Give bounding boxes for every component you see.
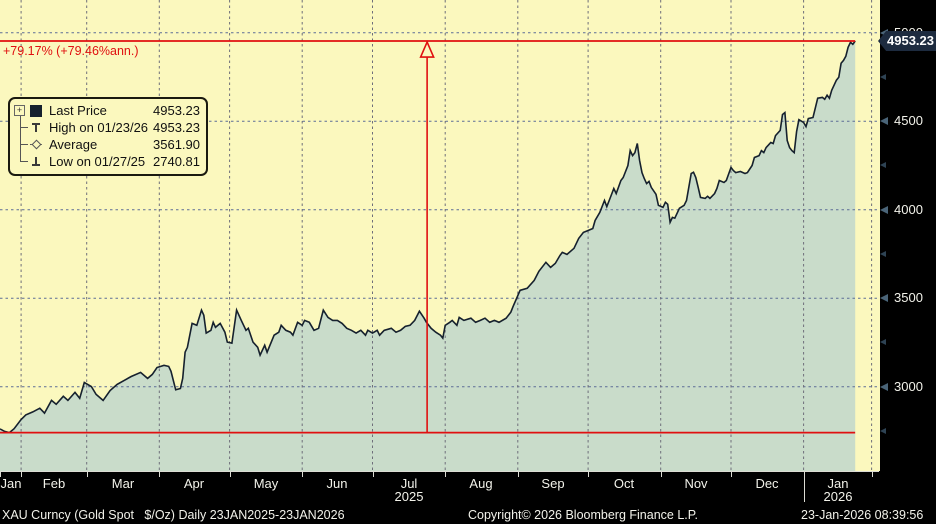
y-axis-minor-tick: [880, 428, 886, 434]
y-axis-tick: [880, 206, 888, 214]
legend-value: 3561.90: [153, 137, 200, 152]
legend-value: 2740.81: [153, 154, 200, 169]
year-separator: [804, 472, 805, 502]
x-axis-panel: Jan Feb Mar Apr May Jun Jul Aug Sep Oct Nov Dec Jan 2…: [0, 471, 936, 505]
legend-label: Last Price: [49, 103, 107, 118]
month-label: Dec: [755, 476, 779, 491]
legend-row-last-price[interactable]: + Last Price 4953.23: [14, 102, 200, 119]
x-axis-tick: [159, 472, 160, 477]
price-area: [0, 41, 856, 471]
legend-tree-line: [20, 116, 21, 162]
y-axis-tick: [880, 29, 888, 37]
x-axis-tick: [661, 472, 662, 477]
month-label: Nov: [684, 476, 708, 491]
legend-row-high[interactable]: High on 01/23/26 4953.23: [14, 119, 200, 136]
legend-label: Low on 01/27/25: [49, 154, 146, 169]
month-label: Jan: [0, 476, 22, 491]
x-axis-tick: [872, 472, 873, 477]
month-label: Jun: [326, 476, 348, 491]
x-axis-tick: [373, 472, 374, 477]
change-annotation: +79.17% (+79.46%ann.): [3, 44, 139, 58]
x-axis-line: [0, 471, 879, 472]
legend-value: 4953.23: [153, 120, 200, 135]
month-label: Jan: [827, 476, 849, 491]
last-price-flag: 4953.23: [878, 31, 936, 51]
month-label: May: [253, 476, 279, 491]
x-axis-tick: [230, 472, 231, 477]
y-axis-minor-tick: [880, 162, 886, 168]
year-label: 2026: [823, 489, 853, 504]
month-label: Aug: [469, 476, 493, 491]
y-axis-panel: 30003500400045005000 4953.23: [878, 0, 936, 471]
legend-row-average[interactable]: Average 3561.90: [14, 136, 200, 153]
y-axis-minor-tick: [880, 339, 886, 345]
y-axis-tick: [880, 117, 888, 125]
copyright-text: Copyright© 2026 Bloomberg Finance L.P.: [468, 508, 698, 522]
horizontal-gridlines: [0, 32, 880, 388]
low-marker-icon: [30, 156, 42, 167]
legend-value: 4953.23: [153, 103, 200, 118]
plot-area[interactable]: +79.17% (+79.46%ann.) + Last Price 4953.…: [0, 0, 880, 471]
legend-row-low[interactable]: Low on 01/27/25 2740.81: [14, 153, 200, 170]
y-axis-label: 4500: [894, 113, 923, 128]
y-axis-minor-tick: [880, 251, 886, 257]
legend-box[interactable]: + Last Price 4953.23 High on 01/23/26 49…: [8, 97, 208, 176]
average-marker-icon: [30, 139, 42, 150]
y-axis-minor-tick: [880, 74, 886, 80]
x-axis-tick: [21, 472, 22, 477]
security-description: XAU Curncy (Gold Spot $/Oz) Daily 23JAN2…: [2, 508, 345, 522]
legend-label: Average: [49, 137, 98, 152]
price-chart[interactable]: [0, 0, 880, 471]
month-label: Feb: [42, 476, 66, 491]
x-axis-tick: [445, 472, 446, 477]
year-label: 2025: [394, 489, 424, 504]
high-marker-icon: [30, 122, 42, 133]
status-bar: XAU Curncy (Gold Spot $/Oz) Daily 23JAN2…: [0, 505, 936, 524]
legend-expander-icon[interactable]: +: [14, 105, 25, 116]
timestamp: 23-Jan-2026 08:39:56: [801, 508, 924, 522]
x-axis-tick: [731, 472, 732, 477]
y-axis-tick: [880, 294, 888, 302]
x-axis-tick: [0, 472, 1, 477]
month-label: Apr: [183, 476, 205, 491]
x-axis-tick: [302, 472, 303, 477]
y-axis-label: 3000: [894, 379, 923, 394]
legend-label: High on 01/23/26: [49, 120, 149, 135]
event-arrow-annotation: [419, 40, 435, 433]
month-label: Mar: [111, 476, 135, 491]
y-axis-tick: [880, 383, 888, 391]
price-line: [0, 40, 856, 434]
month-label: Sep: [541, 476, 565, 491]
month-label: Jul: [400, 476, 418, 491]
x-axis-tick: [588, 472, 589, 477]
y-axis-label: 3500: [894, 290, 923, 305]
x-axis-tick: [87, 472, 88, 477]
series-swatch-icon: [30, 104, 42, 117]
x-axis-tick: [518, 472, 519, 477]
y-axis-label: 4000: [894, 202, 923, 217]
vertical-gridlines: [20, 0, 873, 471]
month-label: Oct: [613, 476, 635, 491]
